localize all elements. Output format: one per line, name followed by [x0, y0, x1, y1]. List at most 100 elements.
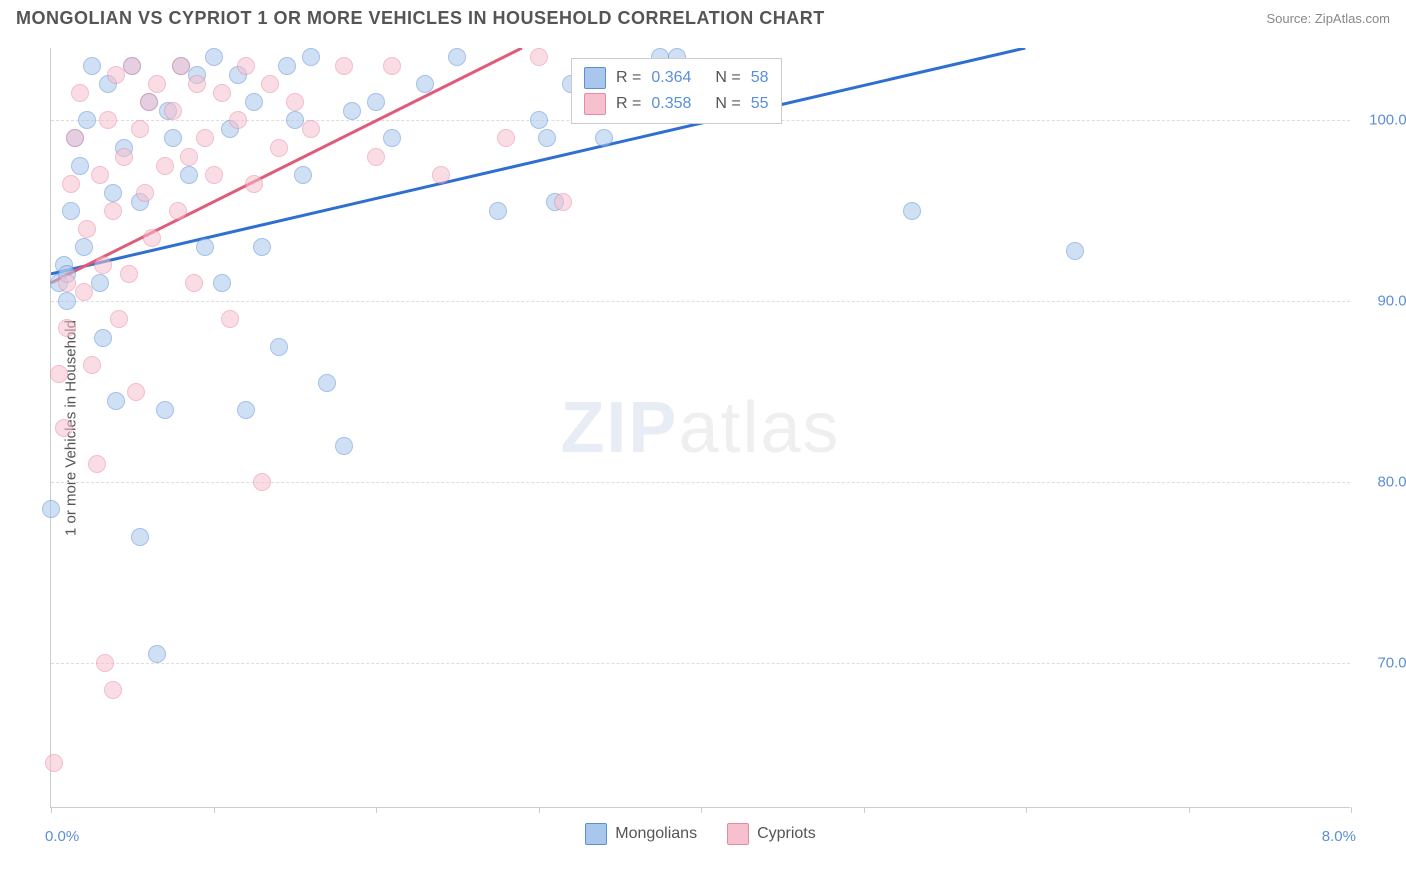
data-point	[448, 48, 466, 66]
data-point	[148, 75, 166, 93]
stats-row: R = 0.358 N = 55	[584, 91, 769, 117]
data-point	[110, 310, 128, 328]
swatch-icon	[584, 93, 606, 115]
legend-item-cypriots: Cypriots	[727, 823, 816, 845]
data-point	[188, 75, 206, 93]
data-point	[172, 57, 190, 75]
data-point	[107, 392, 125, 410]
data-point	[131, 120, 149, 138]
legend-label: Cypriots	[757, 825, 816, 843]
gridline	[51, 663, 1350, 664]
data-point	[91, 166, 109, 184]
x-tick	[51, 807, 52, 813]
x-tick	[701, 807, 702, 813]
watermark: ZIPatlas	[560, 387, 840, 469]
data-point	[115, 148, 133, 166]
stat-r-value: 0.358	[651, 95, 691, 113]
data-point	[78, 220, 96, 238]
chart-title: MONGOLIAN VS CYPRIOT 1 OR MORE VEHICLES …	[16, 8, 825, 29]
data-point	[78, 111, 96, 129]
data-point	[104, 681, 122, 699]
data-point	[270, 139, 288, 157]
data-point	[71, 157, 89, 175]
data-point	[55, 419, 73, 437]
x-tick	[864, 807, 865, 813]
data-point	[237, 401, 255, 419]
data-point	[104, 184, 122, 202]
stat-r-label: R =	[616, 95, 641, 113]
data-point	[42, 500, 60, 518]
data-point	[489, 202, 507, 220]
data-point	[432, 166, 450, 184]
data-point	[302, 48, 320, 66]
x-tick	[1189, 807, 1190, 813]
data-point	[383, 129, 401, 147]
data-point	[185, 274, 203, 292]
data-point	[497, 129, 515, 147]
x-tick	[376, 807, 377, 813]
data-point	[205, 166, 223, 184]
stat-r-value: 0.364	[651, 69, 691, 87]
stat-n-label: N =	[715, 95, 740, 113]
data-point	[180, 148, 198, 166]
data-point	[104, 202, 122, 220]
data-point	[335, 437, 353, 455]
data-point	[75, 283, 93, 301]
swatch-icon	[584, 67, 606, 89]
data-point	[367, 148, 385, 166]
data-point	[196, 129, 214, 147]
data-point	[245, 93, 263, 111]
data-point	[245, 175, 263, 193]
data-point	[75, 238, 93, 256]
y-tick-label: 80.0%	[1360, 474, 1406, 491]
data-point	[107, 66, 125, 84]
data-point	[903, 202, 921, 220]
data-point	[94, 329, 112, 347]
data-point	[196, 238, 214, 256]
data-point	[62, 202, 80, 220]
x-tick	[214, 807, 215, 813]
data-point	[62, 175, 80, 193]
data-point	[120, 265, 138, 283]
stat-n-value: 58	[751, 69, 769, 87]
y-tick-label: 70.0%	[1360, 655, 1406, 672]
data-point	[205, 48, 223, 66]
data-point	[96, 654, 114, 672]
data-point	[253, 238, 271, 256]
gridline	[51, 301, 1350, 302]
data-point	[71, 84, 89, 102]
data-point	[294, 166, 312, 184]
data-point	[221, 310, 239, 328]
data-point	[66, 129, 84, 147]
stat-r-label: R =	[616, 69, 641, 87]
data-point	[99, 111, 117, 129]
y-tick-label: 100.0%	[1360, 112, 1406, 129]
data-point	[143, 229, 161, 247]
stat-n-value: 55	[751, 95, 769, 113]
data-point	[538, 129, 556, 147]
data-point	[83, 356, 101, 374]
x-tick	[1351, 807, 1352, 813]
stats-row: R = 0.364 N = 58	[584, 65, 769, 91]
data-point	[383, 57, 401, 75]
data-point	[94, 256, 112, 274]
stat-n-label: N =	[715, 69, 740, 87]
data-point	[127, 383, 145, 401]
x-tick	[539, 807, 540, 813]
gridline	[51, 482, 1350, 483]
data-point	[58, 292, 76, 310]
data-point	[253, 473, 271, 491]
data-point	[58, 274, 76, 292]
data-point	[367, 93, 385, 111]
data-point	[123, 57, 141, 75]
data-point	[45, 754, 63, 772]
data-point	[91, 274, 109, 292]
chart-source: Source: ZipAtlas.com	[1266, 11, 1390, 26]
legend-label: Mongolians	[615, 825, 697, 843]
data-point	[286, 111, 304, 129]
data-point	[213, 84, 231, 102]
data-point	[156, 157, 174, 175]
data-point	[1066, 242, 1084, 260]
data-point	[156, 401, 174, 419]
data-point	[164, 129, 182, 147]
